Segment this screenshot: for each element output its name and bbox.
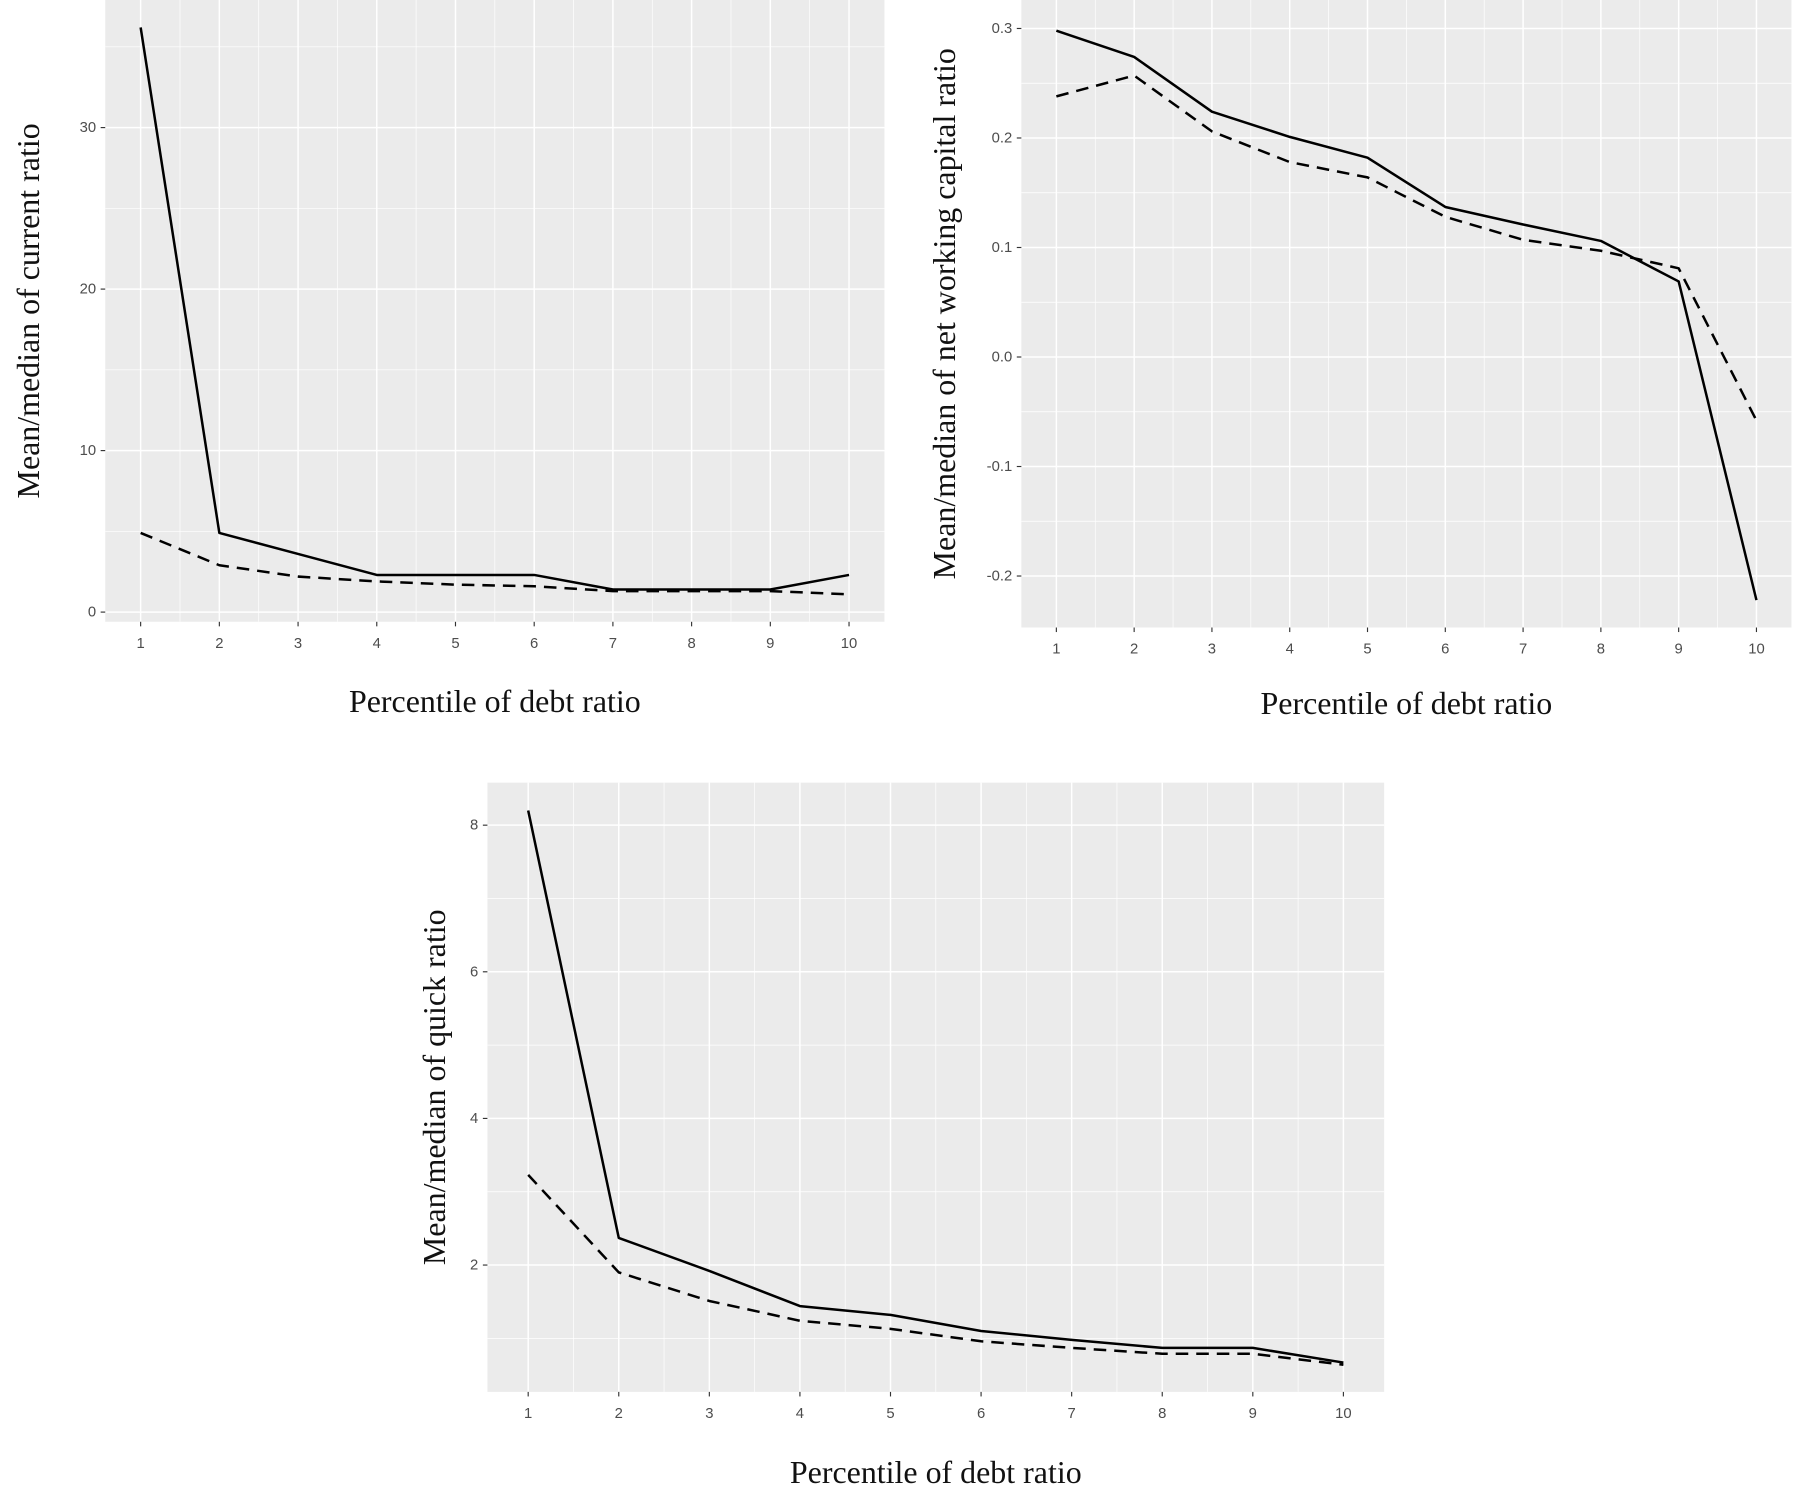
x-tick-label: 1	[137, 636, 145, 652]
x-tick-label: 5	[1363, 642, 1371, 658]
x-tick-label: 2	[1130, 642, 1138, 658]
y-tick-label: -0.2	[987, 569, 1013, 585]
series-line-dashed	[527, 1174, 1344, 1367]
y-tick-label: 2	[470, 1258, 478, 1274]
y-axis-title: Mean/median of current ratio	[11, 123, 46, 498]
x-tick-label: 10	[841, 636, 858, 652]
x-tick-label: 4	[1286, 642, 1294, 658]
chart-1: 0 10 20 30 1 2 3 4 5 6 7 8 9 10 Percentile of debt rat…	[11, 0, 885, 719]
y-tick-label: 8	[470, 818, 478, 834]
y-tick-label: -0.1	[987, 459, 1013, 475]
y-tick-label: 20	[80, 282, 97, 298]
y-tick-label: 10	[80, 443, 97, 459]
y-tick-label: 6	[470, 964, 478, 980]
y-tick-label: 30	[80, 120, 97, 136]
chart-3: 2 4 6 8 1 2 3 4 5 6 7 8 9 10 Percentile of debt ratio M…	[417, 782, 1385, 1490]
y-tick-label: 0.1	[992, 240, 1013, 256]
x-tick-label: 4	[373, 636, 381, 652]
x-axis-title: Percentile of debt ratio	[349, 684, 641, 719]
x-tick-label: 3	[1208, 642, 1216, 658]
x-tick-label: 5	[886, 1406, 894, 1422]
x-tick-label: 9	[1249, 1406, 1257, 1422]
x-tick-label: 7	[1519, 642, 1527, 658]
x-tick-label: 6	[530, 636, 538, 652]
x-tick-label: 1	[524, 1406, 532, 1422]
y-tick-label: 4	[470, 1111, 478, 1127]
x-tick-label: 7	[1068, 1406, 1076, 1422]
x-tick-label: 3	[705, 1406, 713, 1422]
x-tick-label: 8	[687, 636, 695, 652]
x-axis-title: Percentile of debt ratio	[790, 1455, 1082, 1490]
series-line-dashed	[1056, 74, 1758, 422]
x-tick-label: 6	[977, 1406, 985, 1422]
x-tick-label: 10	[1748, 642, 1765, 658]
series-line-solid	[139, 27, 850, 591]
series-line-solid	[526, 810, 1344, 1364]
x-tick-label: 2	[615, 1406, 623, 1422]
x-tick-label: 9	[1675, 642, 1683, 658]
chart-2: -0.2 -0.1 0.0 0.1 0.2 0.3 1 2 3 4 5 6 7 8 9 10 Percentil…	[927, 0, 1792, 721]
y-axis-title: Mean/median of net working capital ratio	[927, 48, 962, 579]
x-tick-label: 4	[796, 1406, 804, 1422]
y-axis-title: Mean/median of quick ratio	[417, 909, 452, 1265]
x-tick-label: 8	[1158, 1406, 1166, 1422]
x-tick-label: 5	[451, 636, 459, 652]
series-line-solid	[1055, 29, 1758, 601]
series-line-dashed	[140, 531, 850, 596]
x-tick-label: 10	[1335, 1406, 1352, 1422]
x-tick-label: 7	[609, 636, 617, 652]
x-tick-label: 6	[1441, 642, 1449, 658]
x-tick-label: 9	[766, 636, 774, 652]
y-tick-label: 0	[88, 605, 96, 621]
y-tick-label: 0.3	[992, 21, 1013, 37]
x-axis-title: Percentile of debt ratio	[1261, 686, 1553, 721]
y-tick-label: 0.2	[992, 131, 1013, 147]
y-tick-label: 0.0	[992, 350, 1013, 366]
x-tick-label: 3	[294, 636, 302, 652]
x-tick-label: 2	[215, 636, 223, 652]
x-tick-label: 8	[1597, 642, 1605, 658]
x-tick-label: 1	[1052, 642, 1060, 658]
